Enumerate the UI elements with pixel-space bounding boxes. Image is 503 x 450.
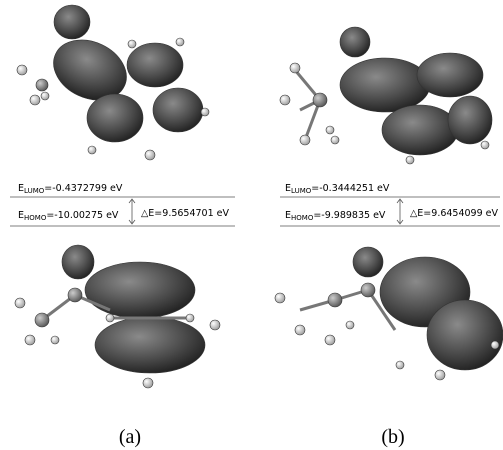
- caption: (b): [381, 426, 404, 448]
- orbital-b-homo: [275, 247, 503, 380]
- orbital-b-lumo: [280, 27, 492, 164]
- energy-gap: △E=9.6454099 eV: [410, 208, 499, 219]
- energy-gap: △E=9.5654701 eV: [141, 208, 230, 219]
- lumo-energy: ELUMO=-0.3444251 eV: [285, 183, 390, 195]
- figure: ELUMO=-0.4372799 eV EHOMO=-10.00275 eV △…: [0, 0, 503, 450]
- orbital-a-lumo: [17, 5, 209, 160]
- orbital-a-homo: [15, 245, 220, 388]
- figure-art: ELUMO=-0.4372799 eV EHOMO=-10.00275 eV △…: [0, 0, 503, 450]
- caption: (a): [119, 426, 141, 448]
- lumo-energy: ELUMO=-0.4372799 eV: [18, 183, 123, 195]
- homo-energy: EHOMO=-10.00275 eV: [18, 210, 119, 222]
- homo-energy: EHOMO=-9.989835 eV: [285, 210, 386, 222]
